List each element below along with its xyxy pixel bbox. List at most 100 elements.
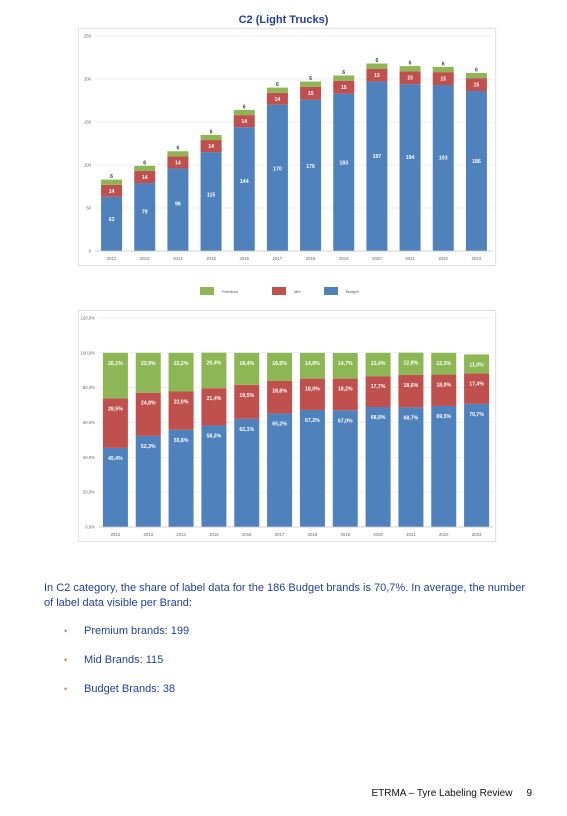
bar-segment-premium xyxy=(266,87,288,93)
absolute-stacked-bar-chart: 0 50 100 150 200 250 63 14 6 2012 79 14 6 2013 96 14 6 20… xyxy=(78,28,496,266)
data-label: 24,8% xyxy=(141,401,156,407)
data-label: 14 xyxy=(109,189,115,195)
bar-segment-premium xyxy=(200,134,222,141)
data-label: 18,8% xyxy=(272,389,287,395)
x-tick-label: 2015 xyxy=(209,532,219,537)
bar-segment-budget xyxy=(234,418,260,527)
x-tick-label: 2013 xyxy=(140,256,150,261)
bar-segment-premium xyxy=(299,352,325,379)
bar-segment-premium xyxy=(201,352,227,389)
y-tick-label: 150 xyxy=(84,120,92,125)
legend-label-mid: Mid xyxy=(294,288,301,294)
y-tick-label: 250 xyxy=(84,34,92,39)
footer-title: ETRMA – Tyre Labeling Review xyxy=(371,788,513,799)
bar-segment-mid xyxy=(267,380,293,414)
x-tick-label: 2016 xyxy=(239,256,249,261)
data-label: 52,3% xyxy=(141,444,156,450)
y-tick-label: 0 xyxy=(89,249,92,254)
data-label: 15 xyxy=(341,85,347,91)
bullet-icon: • xyxy=(64,655,68,665)
bar-segment-mid xyxy=(167,156,189,169)
bar-segment-premium xyxy=(333,75,355,81)
data-label: 197 xyxy=(373,154,382,160)
data-label: 6 xyxy=(309,76,312,82)
bar-segment-budget xyxy=(432,85,454,251)
bar-segment-premium xyxy=(267,352,293,381)
data-label: 28,5% xyxy=(108,406,123,412)
data-label: 6 xyxy=(176,146,179,152)
data-label: 6 xyxy=(243,104,246,110)
x-tick-label: 2014 xyxy=(173,256,183,261)
x-tick-label: 2012 xyxy=(107,256,117,261)
bar-segment-mid xyxy=(398,374,424,408)
bar-segment-budget xyxy=(366,81,388,251)
x-tick-label: 2020 xyxy=(372,256,382,261)
data-label: 17,4% xyxy=(469,382,484,388)
chart2-svg: 0,0% 20,0% 40,0% 60,0% 80,0% 100,0% 120,0% 45,4… xyxy=(80,316,493,537)
y-tick-label: 100,0% xyxy=(80,350,95,355)
data-label: 67,0% xyxy=(338,418,353,424)
x-tick-label: 2022 xyxy=(438,256,448,261)
data-label: 6 xyxy=(276,82,279,88)
y-tick-label: 50 xyxy=(86,206,91,211)
bar-segment-mid xyxy=(399,71,421,85)
bar-segment-premium xyxy=(234,352,260,385)
data-label: 22,9% xyxy=(141,361,156,367)
bar-segment-mid xyxy=(102,398,128,448)
bar-segment-budget xyxy=(200,152,222,251)
bar-segment-budget xyxy=(267,413,293,527)
chart-legend: Premium Mid Budget xyxy=(200,286,400,296)
bar-segment-budget xyxy=(300,99,322,251)
data-label: 18,6% xyxy=(404,383,419,389)
bar-segment-budget xyxy=(299,409,325,527)
data-label: 14 xyxy=(208,144,214,150)
bullet-text: Budget Brands: 38 xyxy=(84,683,176,695)
bar-segment-budget xyxy=(464,403,490,527)
bar-segment-budget xyxy=(102,447,128,527)
bar-segment-premium xyxy=(464,354,490,374)
data-label: 115 xyxy=(207,193,215,199)
bar-segment-mid xyxy=(365,376,391,407)
bar-segment-premium xyxy=(167,151,189,157)
x-tick-label: 2023 xyxy=(472,532,482,537)
data-label: 20,4% xyxy=(207,361,222,367)
chart1-svg: 0 50 100 150 200 250 63 14 6 2012 79 14 6 2013 96 14 6 20… xyxy=(84,34,493,261)
bullet-text: Mid Brands: 115 xyxy=(84,654,164,666)
bar-segment-premium xyxy=(135,352,161,393)
data-label: 16,0% xyxy=(272,361,287,367)
data-label: 15 xyxy=(374,73,380,79)
data-label: 15 xyxy=(407,76,413,82)
bullet-list: • Premium brands: 199 • Mid Brands: 115 • B… xyxy=(64,624,504,711)
bar-segment-premium xyxy=(432,66,454,73)
bar-segment-premium xyxy=(134,165,156,172)
data-label: 186 xyxy=(472,159,481,165)
data-label: 6 xyxy=(375,58,378,64)
bar-segment-premium xyxy=(431,352,457,375)
legend-label-premium: Premium xyxy=(222,288,239,294)
data-label: 79 xyxy=(142,210,148,216)
data-label: 15 xyxy=(440,77,446,83)
bar-segment-premium xyxy=(233,109,255,116)
legend-swatch-premium xyxy=(200,287,214,295)
bar-segment-budget xyxy=(431,405,457,527)
x-tick-label: 2015 xyxy=(206,256,216,261)
data-label: 62,1% xyxy=(239,427,254,433)
bullet-item-mid: • Mid Brands: 115 xyxy=(64,653,504,667)
bar-segment-premium xyxy=(365,352,391,377)
bar-segment-mid xyxy=(332,378,358,411)
legend-item-mid: Mid xyxy=(272,286,300,296)
data-label: 6 xyxy=(475,67,478,73)
x-tick-label: 2019 xyxy=(339,256,349,261)
legend-label-budget: Budget xyxy=(346,288,359,294)
data-label: 15 xyxy=(474,83,480,89)
data-label: 21,4% xyxy=(207,396,222,402)
bar-segment-mid xyxy=(465,78,487,92)
page-number: 9 xyxy=(526,788,532,799)
data-label: 22,0% xyxy=(174,399,189,405)
bar-segment-budget xyxy=(266,104,288,251)
data-label: 6 xyxy=(409,61,412,67)
percent-stacked-bar-chart: 0,0% 20,0% 40,0% 60,0% 80,0% 100,0% 120,0% 45,4… xyxy=(78,310,496,542)
x-tick-label: 2021 xyxy=(406,532,416,537)
bar-segment-premium xyxy=(168,352,194,392)
data-label: 6 xyxy=(442,61,445,67)
